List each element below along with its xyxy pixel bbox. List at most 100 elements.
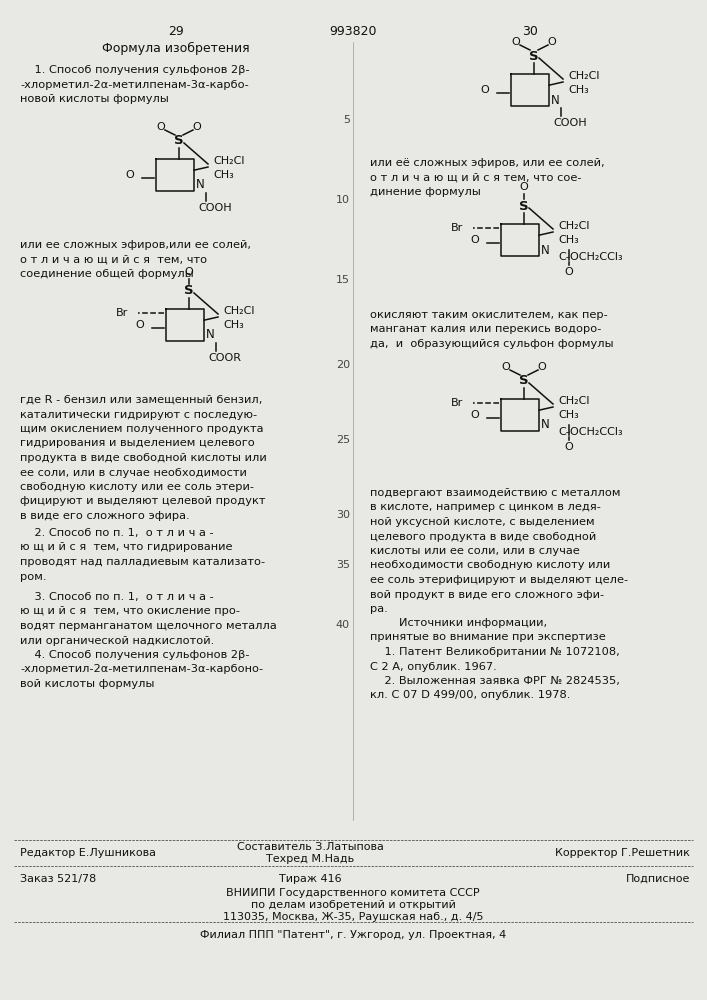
Text: CH₃: CH₃	[558, 235, 579, 245]
Text: S: S	[519, 374, 529, 387]
Text: CH₂Cl: CH₂Cl	[213, 156, 245, 166]
Text: продукта в виде свободной кислоты или: продукта в виде свободной кислоты или	[20, 453, 267, 463]
Text: O: O	[512, 37, 520, 47]
Text: C-OCH₂CCl₃: C-OCH₂CCl₃	[558, 427, 623, 437]
Text: необходимости свободную кислоту или: необходимости свободную кислоту или	[370, 560, 610, 570]
Text: O: O	[470, 410, 479, 420]
Text: манганат калия или перекись водоро-: манганат калия или перекись водоро-	[370, 324, 602, 334]
Text: в виде его сложного эфира.: в виде его сложного эфира.	[20, 511, 189, 521]
Text: 30: 30	[522, 25, 538, 38]
Text: 25: 25	[336, 435, 350, 445]
Text: S: S	[174, 134, 184, 147]
Text: Формула изобретения: Формула изобретения	[103, 42, 250, 55]
Text: гидрирования и выделением целевого: гидрирования и выделением целевого	[20, 438, 255, 448]
Text: окисляют таким окислителем, как пер-: окисляют таким окислителем, как пер-	[370, 310, 608, 320]
Text: ю щ и й с я  тем, что гидрирование: ю щ и й с я тем, что гидрирование	[20, 542, 233, 552]
Text: 4. Способ получения сульфонов 2β-: 4. Способ получения сульфонов 2β-	[20, 650, 250, 660]
Text: Филиал ППП "Патент", г. Ужгород, ул. Проектная, 4: Филиал ППП "Патент", г. Ужгород, ул. Про…	[200, 930, 506, 940]
Text: 35: 35	[336, 560, 350, 570]
Text: C-OCH₂CCl₃: C-OCH₂CCl₃	[558, 252, 623, 262]
Text: N: N	[541, 243, 550, 256]
Text: или органической надкислотой.: или органической надкислотой.	[20, 636, 214, 646]
Text: O: O	[125, 170, 134, 180]
Text: 2. Выложенная заявка ФРГ № 2824535,: 2. Выложенная заявка ФРГ № 2824535,	[370, 676, 620, 686]
Text: CH₃: CH₃	[223, 320, 244, 330]
Text: CH₂Cl: CH₂Cl	[558, 221, 590, 231]
Text: CH₃: CH₃	[558, 410, 579, 420]
Text: Корректор Г.Решетник: Корректор Г.Решетник	[555, 848, 690, 858]
Text: Составитель З.Латыпова: Составитель З.Латыпова	[237, 842, 383, 852]
Text: Редактор Е.Лушникова: Редактор Е.Лушникова	[20, 848, 156, 858]
Text: Тираж 416: Тираж 416	[279, 874, 341, 884]
Text: COOR: COOR	[208, 353, 241, 363]
Text: вой кислоты формулы: вой кислоты формулы	[20, 679, 155, 689]
Text: 113035, Москва, Ж-35, Раушская наб., д. 4/5: 113035, Москва, Ж-35, Раушская наб., д. …	[223, 912, 484, 922]
Text: 40: 40	[336, 620, 350, 630]
Text: С 2 А, опублик. 1967.: С 2 А, опублик. 1967.	[370, 662, 497, 672]
Text: CH₃: CH₃	[213, 170, 234, 180]
Text: каталитически гидрируют с последую-: каталитически гидрируют с последую-	[20, 410, 257, 420]
Text: о т л и ч а ю щ и й с я тем, что сое-: о т л и ч а ю щ и й с я тем, что сое-	[370, 172, 581, 182]
Text: N: N	[541, 418, 550, 432]
Text: по делам изобретений и открытий: по делам изобретений и открытий	[250, 900, 455, 910]
Text: ВНИИПИ Государственного комитета СССР: ВНИИПИ Государственного комитета СССР	[226, 888, 480, 898]
Text: подвергают взаимодействию с металлом: подвергают взаимодействию с металлом	[370, 488, 621, 498]
Text: 30: 30	[336, 510, 350, 520]
Text: или её сложных эфиров, или ее солей,: или её сложных эфиров, или ее солей,	[370, 158, 604, 168]
Text: кл. С 07 D 499/00, опублик. 1978.: кл. С 07 D 499/00, опублик. 1978.	[370, 690, 571, 700]
Text: O: O	[565, 267, 573, 277]
Text: O: O	[480, 85, 489, 95]
Text: N: N	[196, 178, 205, 192]
Text: CH₂Cl: CH₂Cl	[568, 71, 600, 81]
Text: соединение общей формулы: соединение общей формулы	[20, 269, 194, 279]
Text: кислоты или ее соли, или в случае: кислоты или ее соли, или в случае	[370, 546, 580, 556]
Text: 5: 5	[343, 115, 350, 125]
Text: CH₃: CH₃	[568, 85, 589, 95]
Text: Br: Br	[451, 223, 463, 233]
Text: ее соль этерифицируют и выделяют целе-: ее соль этерифицируют и выделяют целе-	[370, 575, 628, 585]
Text: ю щ и й с я  тем, что окисление про-: ю щ и й с я тем, что окисление про-	[20, 606, 240, 616]
Text: O: O	[192, 122, 201, 132]
Text: динение формулы: динение формулы	[370, 187, 481, 197]
Text: 1. Патент Великобритании № 1072108,: 1. Патент Великобритании № 1072108,	[370, 647, 620, 657]
Text: да,  и  образующийся сульфон формулы: да, и образующийся сульфон формулы	[370, 339, 614, 349]
Text: новой кислоты формулы: новой кислоты формулы	[20, 94, 169, 104]
Text: -хлорметил-2α-метилпенам-3α-карбо-: -хлорметил-2α-метилпенам-3α-карбо-	[20, 80, 249, 90]
Text: -хлорметил-2α-метилпенам-3α-карбоно-: -хлорметил-2α-метилпенам-3α-карбоно-	[20, 664, 263, 674]
Text: 15: 15	[336, 275, 350, 285]
Text: 29: 29	[168, 25, 184, 38]
Text: целевого продукта в виде свободной: целевого продукта в виде свободной	[370, 532, 596, 542]
Text: N: N	[551, 94, 560, 106]
Text: O: O	[520, 182, 528, 192]
Text: принятые во внимание при экспертизе: принятые во внимание при экспертизе	[370, 633, 606, 643]
Text: свободную кислоту или ее соль этери-: свободную кислоту или ее соль этери-	[20, 482, 254, 492]
Text: щим окислением полученного продукта: щим окислением полученного продукта	[20, 424, 264, 434]
Text: CH₂Cl: CH₂Cl	[558, 396, 590, 406]
Text: O: O	[157, 122, 165, 132]
Text: O: O	[502, 362, 510, 372]
Text: 993820: 993820	[329, 25, 377, 38]
Text: O: O	[548, 37, 556, 47]
Text: вой продукт в виде его сложного эфи-: вой продукт в виде его сложного эфи-	[370, 589, 604, 599]
Text: COOH: COOH	[553, 118, 587, 128]
Text: N: N	[206, 328, 215, 342]
Text: ной уксусной кислоте, с выделением: ной уксусной кислоте, с выделением	[370, 517, 595, 527]
Text: где R - бензил или замещенный бензил,: где R - бензил или замещенный бензил,	[20, 395, 262, 405]
Text: O: O	[537, 362, 547, 372]
Text: COOH: COOH	[198, 203, 232, 213]
Text: фицируют и выделяют целевой продукт: фицируют и выделяют целевой продукт	[20, 496, 266, 506]
Text: O: O	[185, 267, 194, 277]
Text: ра.: ра.	[370, 604, 387, 614]
Text: Источники информации,: Источники информации,	[370, 618, 547, 628]
Text: CH₂Cl: CH₂Cl	[223, 306, 255, 316]
Text: Br: Br	[451, 398, 463, 408]
Text: S: S	[529, 49, 539, 62]
Text: 1. Способ получения сульфонов 2β-: 1. Способ получения сульфонов 2β-	[20, 65, 250, 75]
Text: O: O	[470, 235, 479, 245]
Text: или ее сложных эфиров,или ее солей,: или ее сложных эфиров,или ее солей,	[20, 240, 251, 250]
Text: ее соли, или в случае необходимости: ее соли, или в случае необходимости	[20, 468, 247, 478]
Text: O: O	[135, 320, 144, 330]
Text: S: S	[185, 284, 194, 298]
Text: Заказ 521/78: Заказ 521/78	[20, 874, 96, 884]
Text: ром.: ром.	[20, 572, 47, 582]
